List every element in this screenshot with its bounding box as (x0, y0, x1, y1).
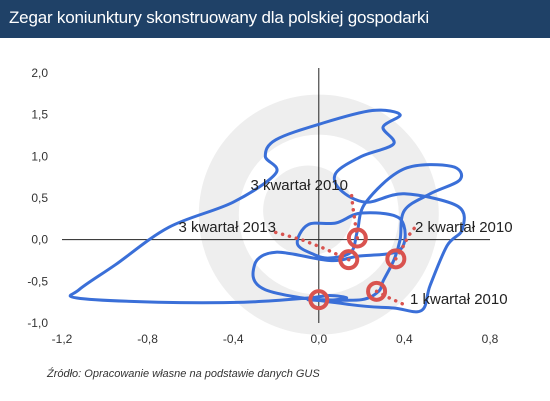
watermark-center (263, 165, 354, 256)
highlight-marker (308, 289, 330, 311)
source-note: Źródło: Opracowanie własne na podstawie … (47, 368, 320, 380)
highlight-marker (346, 227, 368, 249)
y-tick-label: 0,0 (31, 233, 48, 247)
annotation-leader (269, 229, 351, 262)
y-tick-label: 1,5 (31, 108, 48, 122)
x-tick-label: -0,4 (223, 332, 244, 346)
series-line-0 (68, 108, 466, 314)
annotation-label: 3 kwartał 2013 (178, 219, 276, 236)
y-tick-label: -0,5 (27, 274, 48, 288)
series-layer (68, 108, 466, 314)
y-tick-label: 2,0 (31, 66, 48, 80)
x-tick-label: 0,0 (310, 332, 327, 346)
chart-svg: -1,2 -0,8 -0,4 0,0 0,4 0,8 2,0 1,5 1,0 0,5 0,0 -0,5… (27, 66, 512, 346)
x-tick-label: 0,4 (396, 332, 413, 346)
y-tick-label: 1,0 (31, 149, 48, 163)
x-tick-label: -0,8 (137, 332, 158, 346)
annotation-labels: 3 kwartał 2010 3 kwartał 2013 2 kwartał 20… (178, 177, 512, 308)
annotation-leader (394, 225, 417, 261)
annotation-label: 1 kwartał 2010 (410, 291, 508, 308)
annotation-label: 2 kwartał 2010 (415, 219, 513, 236)
axes (62, 68, 490, 323)
y-tick-label: 0,5 (31, 191, 48, 205)
x-tick-label: -1,2 (52, 332, 73, 346)
annotation-label: 3 kwartał 2010 (250, 177, 348, 194)
tick-labels: -1,2 -0,8 -0,4 0,0 0,4 0,8 2,0 1,5 1,0 0,5 0,0 -0,5… (27, 66, 498, 346)
highlight-marker (366, 280, 388, 302)
highlight-marker (385, 248, 407, 270)
y-tick-label: -1,0 (27, 316, 48, 330)
x-tick-label: 0,8 (482, 332, 499, 346)
highlight-marker (338, 249, 360, 271)
title-bar: Zegar koniunktury skonstruowany dla pols… (0, 0, 550, 38)
markers-layer (308, 227, 407, 311)
annotation-leader (374, 289, 407, 307)
chart-title: Zegar koniunktury skonstruowany dla pols… (9, 8, 429, 27)
